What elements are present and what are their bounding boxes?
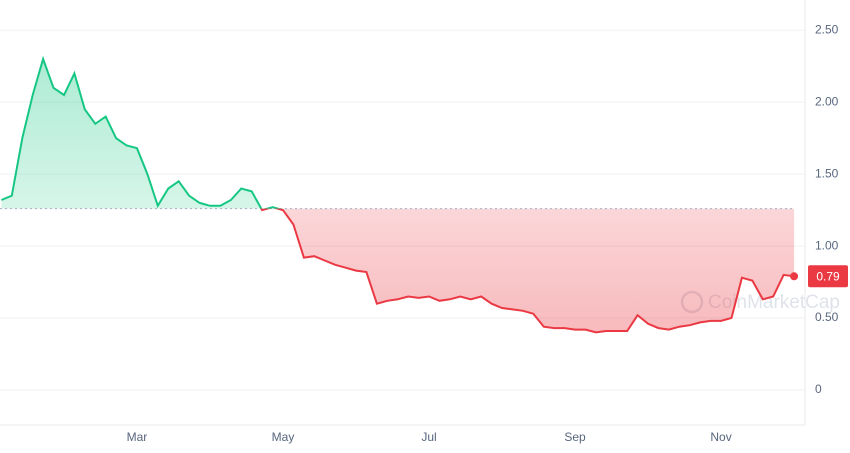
last-point (790, 272, 799, 281)
y-tick-label: 1.50 (815, 166, 839, 180)
x-tick-label: Sep (564, 430, 586, 444)
y-tick-label: 0.50 (815, 310, 839, 324)
price-line-down (260, 208, 795, 334)
x-tick-label: May (272, 430, 295, 444)
y-tick-label: 2.00 (815, 94, 839, 108)
area-down (1, 208, 795, 333)
watermark-text: CoinMarketCap (708, 292, 840, 313)
x-tick-label: Jul (421, 430, 436, 444)
x-tick-label: Mar (127, 430, 148, 444)
price-badge (808, 265, 848, 288)
price-line-up (1, 55, 282, 209)
area-up (1, 59, 278, 209)
y-tick-label: 2.50 (815, 22, 839, 36)
x-tick-label: Nov (710, 430, 731, 444)
y-tick-label: 0 (815, 382, 822, 396)
y-tick-label: 1.00 (815, 238, 839, 252)
price-badge-label: 0.79 (816, 269, 840, 283)
